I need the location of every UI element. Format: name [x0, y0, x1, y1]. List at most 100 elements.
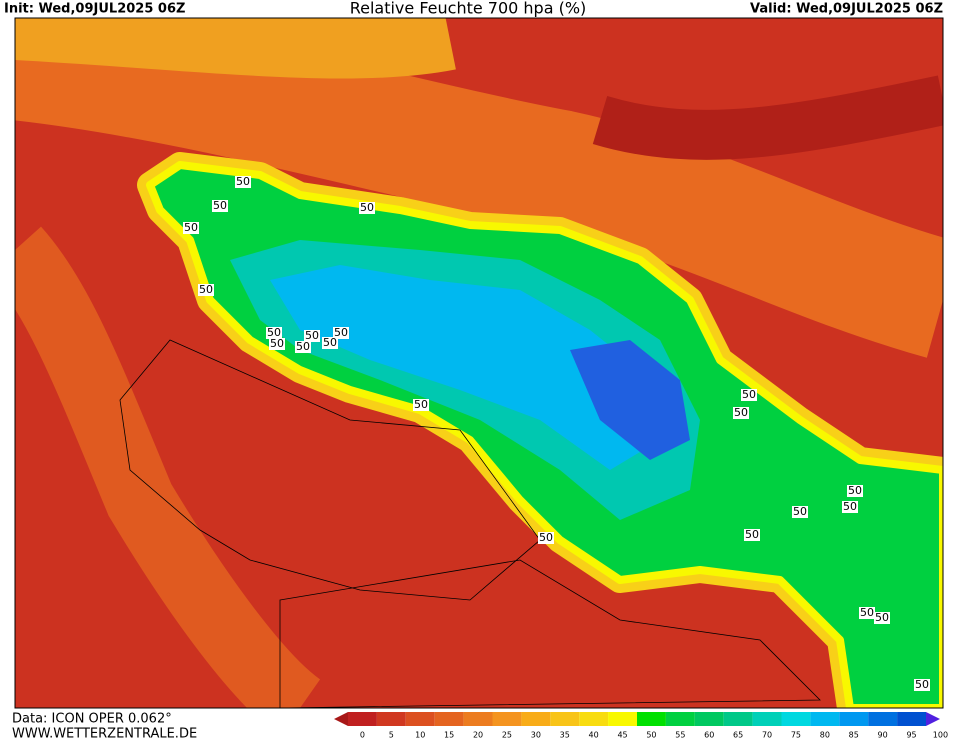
colorbar-tick-label: 15 — [444, 731, 454, 740]
contour-label-box — [847, 485, 863, 497]
contour-label-box — [792, 506, 808, 518]
colorbar-swatch — [405, 712, 435, 726]
colorbar-tick-label: 10 — [415, 731, 425, 740]
contour-label-box — [538, 532, 554, 544]
contour-label: 50 — [270, 337, 284, 350]
colorbar-swatch — [868, 712, 898, 726]
contour-label: 50 — [296, 340, 310, 353]
colorbar-swatch — [376, 712, 406, 726]
colorbar-tick-label: 90 — [878, 731, 888, 740]
colorbar-tick-label: 100 — [933, 731, 948, 740]
map-frame — [14, 17, 944, 709]
contour-label-box — [744, 529, 760, 541]
colorbar-swatch — [897, 712, 926, 726]
contour-label-box — [304, 330, 320, 342]
colorbar-tick-label: 25 — [502, 731, 512, 740]
humidity-band — [15, 226, 321, 708]
colorbar-tick-label: 40 — [589, 731, 599, 740]
map-title: Relative Feuchte 700 hpa (%) — [350, 0, 587, 18]
colorbar-swatch — [781, 712, 811, 726]
colorbar-swatch — [521, 712, 551, 726]
borders — [119, 339, 821, 708]
colorbar-swatch — [550, 712, 580, 726]
contour-label: 50 — [860, 606, 874, 619]
contour-label: 50 — [915, 678, 929, 691]
contour-label-box — [413, 399, 429, 411]
colorbar-tick-label: 5 — [389, 731, 394, 740]
contour-label-box — [874, 612, 890, 624]
contour-label-box — [295, 341, 311, 353]
colorbar-swatch — [752, 712, 782, 726]
contour-label: 50 — [267, 326, 281, 339]
colorbar-tick-label: 45 — [617, 731, 627, 740]
contour-label: 50 — [305, 329, 319, 342]
contour-label-box — [269, 338, 285, 350]
contour-label: 50 — [848, 484, 862, 497]
contour-label: 50 — [734, 406, 748, 419]
valid-time: Valid: Wed,09JUL2025 06Z — [750, 2, 943, 17]
colorbar-tick-label: 70 — [762, 731, 772, 740]
colorbar-tick-label: 35 — [560, 731, 570, 740]
contour-label: 50 — [213, 199, 227, 212]
colorbar-swatch — [810, 712, 840, 726]
contour-label-box — [733, 407, 749, 419]
contour-label: 50 — [236, 175, 250, 188]
contour-label-box — [266, 327, 282, 339]
colorbar-tick-label: 60 — [704, 731, 714, 740]
colorbar-over — [926, 712, 940, 726]
humidity-band — [15, 18, 943, 358]
moist-core — [270, 265, 660, 470]
contour-label-box — [842, 501, 858, 513]
colorbar-tick-label: 95 — [906, 731, 916, 740]
contour-label: 50 — [184, 221, 198, 234]
contour-label-box — [741, 389, 757, 401]
map — [14, 17, 944, 709]
contour-label: 50 — [199, 283, 213, 296]
colorbar-tick-label: 85 — [849, 731, 859, 740]
colorbar-swatch — [723, 712, 753, 726]
contour-label: 50 — [742, 388, 756, 401]
colorbar-tick-label: 80 — [820, 731, 830, 740]
contour-label-box — [914, 679, 930, 691]
contour-label-box — [359, 202, 375, 214]
moist-core — [570, 340, 690, 460]
colorbar-swatch — [463, 712, 493, 726]
contour-label: 50 — [875, 611, 889, 624]
colorbar-tick-label: 75 — [791, 731, 801, 740]
colorbar-swatch — [637, 712, 666, 726]
colorbar-under — [334, 712, 348, 726]
contour-label: 50 — [745, 528, 759, 541]
contour-label: 50 — [843, 500, 857, 513]
init-time: Init: Wed,09JUL2025 06Z — [4, 2, 185, 17]
contour-label-box — [333, 327, 349, 339]
contour-label-box — [183, 222, 199, 234]
contour-label-box — [212, 200, 228, 212]
colorbar-swatch — [492, 712, 522, 726]
contour-label: 50 — [360, 201, 374, 214]
data-source: Data: ICON OPER 0.062° — [12, 712, 172, 727]
contour-label: 50 — [793, 505, 807, 518]
contour-label: 50 — [334, 326, 348, 339]
colorbar-tick-label: 20 — [473, 731, 483, 740]
contour-label: 50 — [323, 336, 337, 349]
contour-label-box — [198, 284, 214, 296]
colorbar-swatch — [839, 712, 869, 726]
contour-label: 50 — [539, 531, 553, 544]
humidity-band — [592, 75, 943, 160]
colorbar-tick-label: 50 — [646, 731, 656, 740]
website: WWW.WETTERZENTRALE.DE — [12, 727, 197, 742]
colorbar-swatch — [694, 712, 724, 726]
humidity-band — [15, 18, 456, 79]
colorbar-swatch — [348, 712, 377, 726]
colorbar-swatch — [579, 712, 609, 726]
colorbar-tick-label: 55 — [675, 731, 685, 740]
contour-label: 50 — [414, 398, 428, 411]
contour-label-box — [235, 176, 251, 188]
colorbar-swatch — [665, 712, 695, 726]
colorbar-tick-label: 0 — [360, 731, 365, 740]
colorbar-swatch — [434, 712, 464, 726]
contour-label-box — [859, 607, 875, 619]
colorbar-swatch — [608, 712, 637, 726]
colorbar-tick-label: 30 — [531, 731, 541, 740]
